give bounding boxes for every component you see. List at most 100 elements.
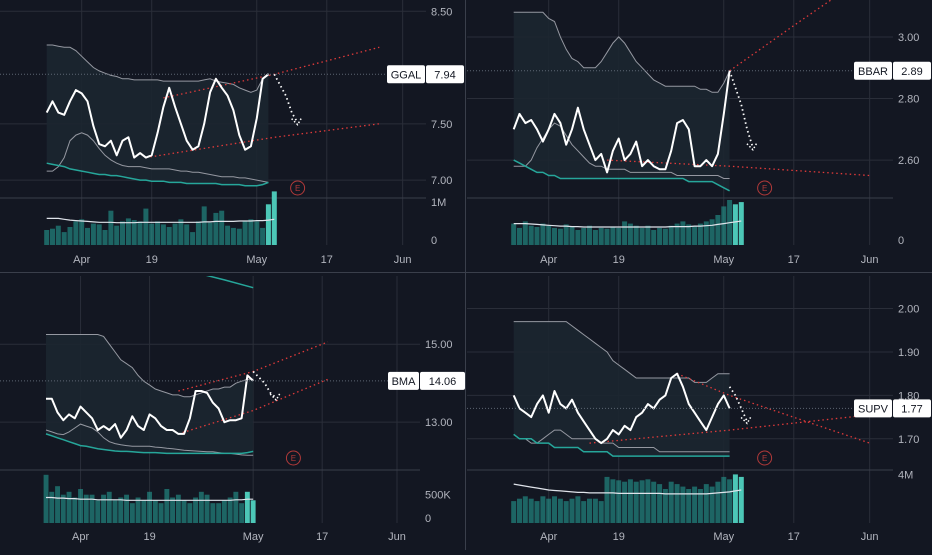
price-tick-label: 3.00 xyxy=(898,32,919,44)
volume-bar xyxy=(96,224,102,245)
volume-tick-label: 4M xyxy=(898,469,913,481)
chart-panel-bbar[interactable]: E 3.00 2.80 2.60 0 Apr 19 May 17 Jun BBAR 2.89 xyxy=(467,0,931,266)
volume-bar xyxy=(587,498,592,523)
volume-bar xyxy=(697,489,703,523)
price-tick-label: 15.00 xyxy=(425,339,453,351)
date-tick-label: Apr xyxy=(72,531,89,543)
projection-path xyxy=(273,73,299,124)
earnings-marker[interactable] xyxy=(757,180,773,196)
date-tick-label: Jun xyxy=(861,531,879,543)
volume-bar xyxy=(210,503,216,523)
teal-line xyxy=(45,433,254,455)
volume-bar xyxy=(265,204,271,245)
volume-bar xyxy=(639,227,645,245)
trendline-lower xyxy=(589,414,870,444)
volume-bar xyxy=(662,489,668,523)
earnings-marker[interactable] xyxy=(290,180,306,196)
volume-bar xyxy=(85,227,90,245)
date-tick-label: Jun xyxy=(861,254,879,266)
volume-bar xyxy=(44,230,50,245)
ticker-tag xyxy=(854,61,892,80)
volume-bar xyxy=(633,225,639,245)
volume-bar xyxy=(680,486,686,523)
volume-bar xyxy=(166,227,172,245)
volume-bar xyxy=(557,498,563,523)
volume-bar xyxy=(528,225,534,245)
volume-bar xyxy=(178,219,184,245)
volume-bar xyxy=(170,497,175,523)
price-tick-label: 13.00 xyxy=(425,417,453,429)
volume-bar xyxy=(108,210,114,245)
date-tick-label: Jun xyxy=(388,531,406,543)
ticker-tag xyxy=(387,65,425,84)
volume-bar xyxy=(633,481,639,523)
earnings-marker-label: E xyxy=(295,184,300,193)
volume-bar xyxy=(225,225,231,245)
volume-bar xyxy=(242,221,248,245)
date-tick-label: 19 xyxy=(613,254,625,266)
volume-bar xyxy=(66,491,72,523)
volume-bar xyxy=(668,481,674,523)
earnings-marker[interactable] xyxy=(757,450,773,466)
volume-bar xyxy=(195,221,201,245)
volume-bar xyxy=(83,494,89,523)
chart-panel-bma[interactable]: E 15.00 13.00 500K 0 Apr 19 May 17 Jun BMA 14.06 xyxy=(0,274,465,543)
date-tick-label: May xyxy=(713,531,734,543)
volume-bar xyxy=(581,227,587,245)
volume-bar xyxy=(721,476,727,523)
trendline-upper xyxy=(729,0,833,72)
volume-bar xyxy=(738,476,744,523)
volume-bar xyxy=(668,225,674,245)
volume-bar xyxy=(674,484,680,523)
earnings-marker[interactable] xyxy=(285,450,301,466)
volume-bar xyxy=(575,496,581,523)
projection-path xyxy=(252,370,277,399)
volume-tick-label: 1M xyxy=(431,197,446,209)
volume-bar xyxy=(651,230,657,245)
price-tick-label: 1.70 xyxy=(898,434,919,446)
date-tick-label: 19 xyxy=(143,531,155,543)
volume-bar xyxy=(67,227,73,245)
volume-bar xyxy=(101,494,106,523)
volume-bar xyxy=(657,227,663,245)
volume-bar xyxy=(49,491,55,523)
ticker-label: SUPV xyxy=(858,403,889,415)
volume-bar xyxy=(616,227,622,245)
volume-bar xyxy=(125,218,131,245)
volume-bar xyxy=(522,221,528,245)
volume-bar xyxy=(131,220,137,245)
upper-band-line xyxy=(513,11,731,93)
volume-tick-label: 0 xyxy=(898,235,904,247)
volume-bar xyxy=(160,224,166,245)
volume-bar xyxy=(216,503,222,523)
volume-bar xyxy=(715,215,721,245)
volume-bar xyxy=(184,224,190,245)
band-fill xyxy=(46,334,254,454)
volume-bar xyxy=(604,476,610,523)
volume-bar xyxy=(271,191,277,245)
volume-bar xyxy=(141,500,147,523)
chart-panel-ggal[interactable]: E 8.50 7.50 7.00 1M 0 Apr 19 May 17 Jun GGAL 7.94 xyxy=(0,0,464,266)
chart-panel-supv[interactable]: E 2.00 1.90 1.80 1.70 4M Apr 19 May 17 Jun SUPV 1.77 xyxy=(467,276,931,543)
volume-bar xyxy=(517,227,522,245)
volume-bar xyxy=(587,225,592,245)
volume-bar xyxy=(260,227,266,245)
volume-bar xyxy=(193,497,198,523)
volume-bar xyxy=(692,486,698,523)
price-tick-label: 8.50 xyxy=(431,6,452,18)
volume-bar xyxy=(569,227,575,245)
teal-line xyxy=(513,433,730,457)
volume-bar xyxy=(674,223,680,245)
last-price-label: 7.94 xyxy=(434,69,455,81)
volume-bar xyxy=(703,484,709,523)
volume-bar xyxy=(680,221,686,245)
volume-bar xyxy=(43,474,49,523)
volume-bar xyxy=(610,479,616,523)
date-tick-label: 19 xyxy=(146,254,158,266)
volume-bar xyxy=(534,501,540,523)
trendline-upper xyxy=(676,373,870,444)
volume-tick-label: 0 xyxy=(431,235,437,247)
volume-bar xyxy=(645,479,651,523)
volume-bar xyxy=(732,474,738,523)
volume-bar xyxy=(95,500,101,523)
